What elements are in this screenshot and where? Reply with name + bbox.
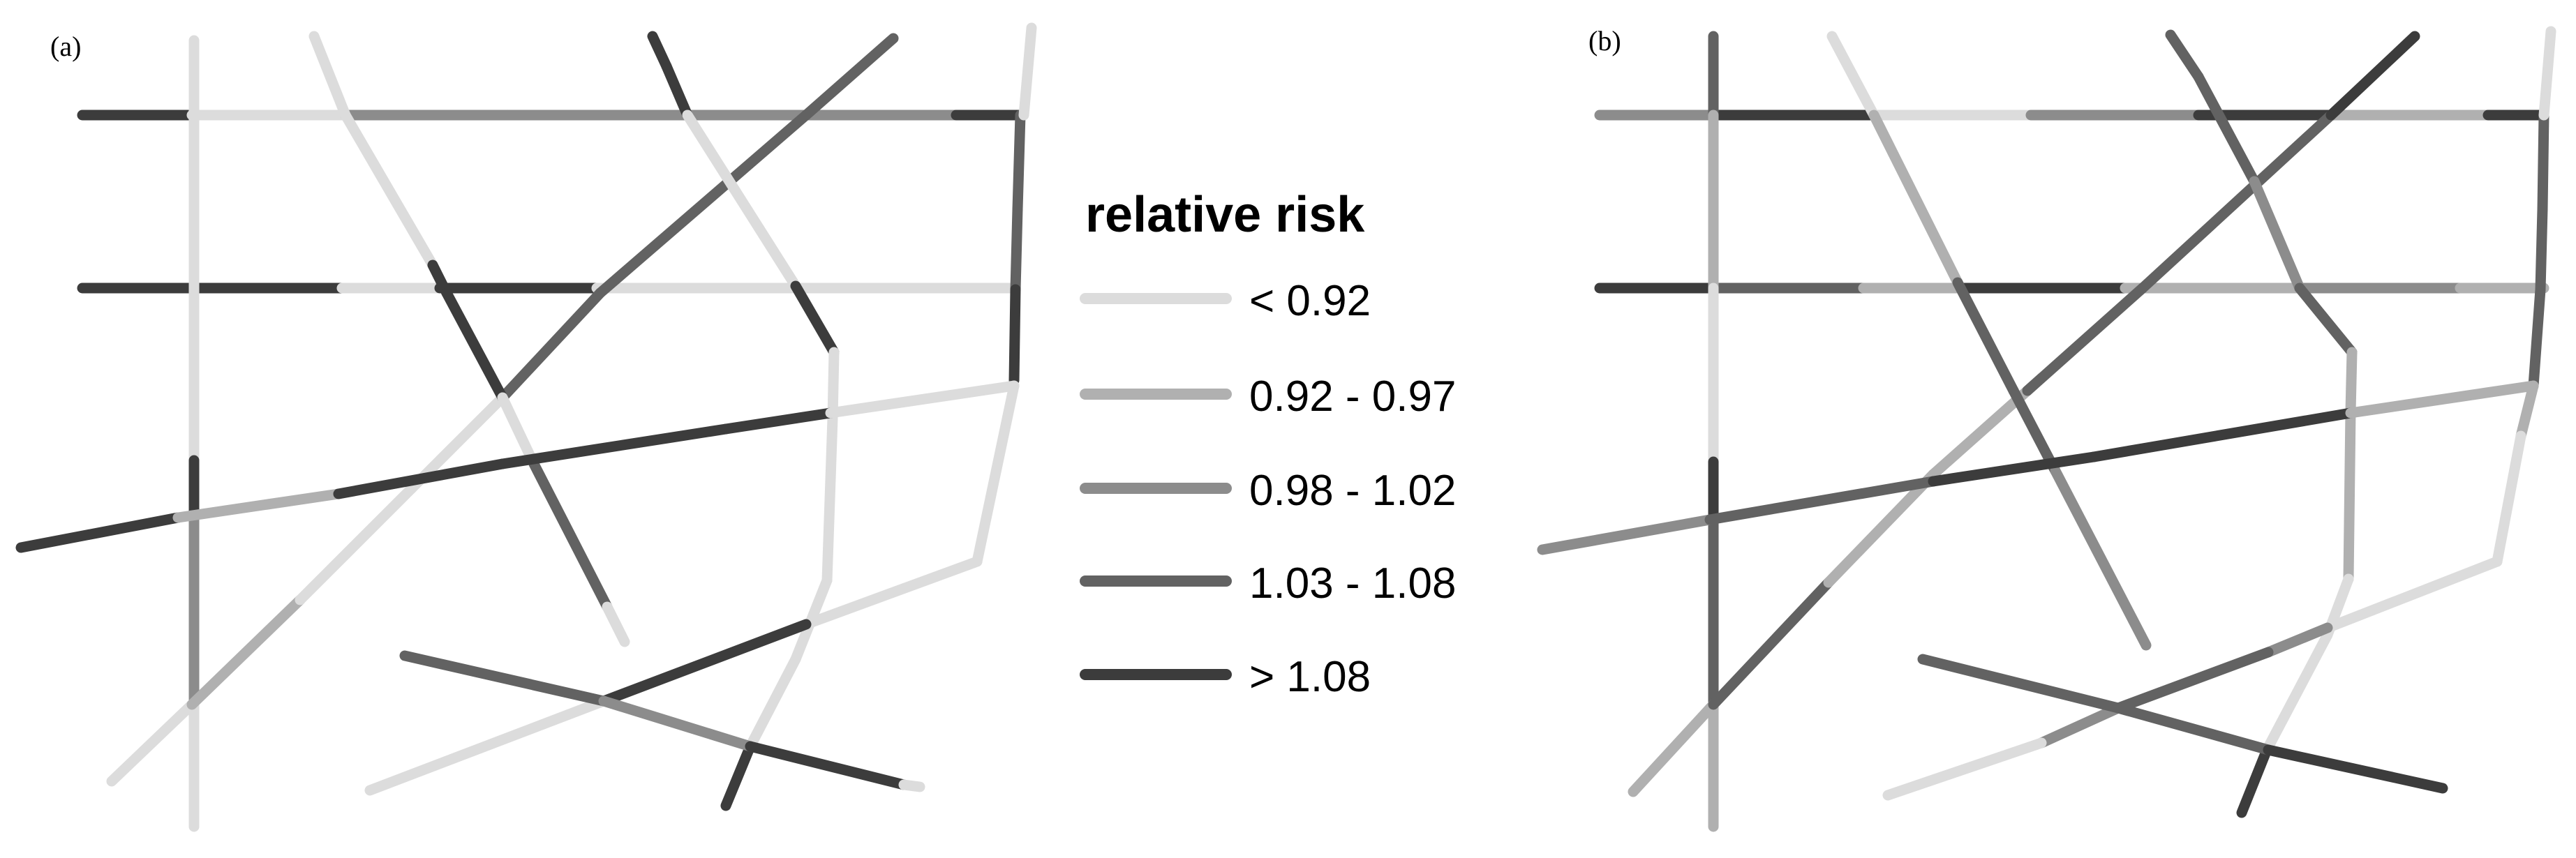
panel-a-road-segment [308,31,351,121]
panel-b-road-segment [2528,284,2546,391]
panel-b-road-segment [2515,380,2539,442]
panel-b-label: (b) [1588,25,1621,57]
panel-b-road-segment [2113,702,2274,755]
panel-b-road-segment [2193,71,2260,187]
panel-a-road-segment [528,458,613,612]
legend-label: 0.98 - 1.02 [1249,467,1456,515]
panel-b-road-segment [2008,385,2061,476]
panel-a-road-segment [801,556,983,630]
panel-a-road-segment [497,287,606,403]
panel-b-road-segment [1704,476,1939,525]
panel-a-road-segment [295,483,417,605]
panel-a-network [15,22,1037,832]
panel-b-road-segment [2322,556,2503,633]
legend-label: 0.92 - 0.97 [1249,372,1456,421]
panel-a-road-segment [441,287,508,403]
panel-a-road-segment [647,31,672,72]
legend-item-3: 0.98 - 1.02 [1080,467,1456,515]
panel-b-road-segment [2022,283,2148,396]
panel-a-road-segment [106,699,198,787]
panel-b-road-segment [2537,110,2549,215]
panel-a-road-segment [682,110,801,292]
panel-b-road-segment [2263,622,2333,658]
panel-a-road-segment [497,423,731,469]
panel-b-road-segment [2113,647,2274,714]
panel-a-road-segment [598,695,756,752]
panel-a-road-segment [801,33,899,121]
legend-item-2: 0.92 - 0.97 [1080,372,1456,421]
panel-b-road-segment [2325,31,2420,121]
panel-b-road-segment [2345,380,2539,419]
panel-a-road-segment [1010,204,1023,295]
panel-b-road-segment [1537,514,1715,555]
legend-item-1: < 0.92 [1080,277,1371,325]
panel-b-road-segment [1928,385,2033,480]
panel-b-road-segment [2050,465,2152,651]
panel-b-road-segment [2036,702,2124,748]
panel-a-road-segment [720,741,756,811]
panel-b-road-segment [2538,26,2556,121]
panel-a-road-segment [1012,110,1026,215]
panel-b-road-segment [2535,204,2548,295]
panel-a-road-segment [598,619,812,707]
panel-b-road-segment [2345,347,2358,417]
legend-item-4: 1.03 - 1.08 [1080,559,1456,608]
legend-item-5: > 1.08 [1080,653,1371,701]
panel-b-road-segment [2343,406,2356,585]
panel-b-road-segment [1952,277,2019,396]
panel-a-road-segment [825,380,1020,419]
legend-title: relative risk [1085,187,1365,243]
legend-label: > 1.08 [1249,653,1371,701]
panel-b-road-segment [2263,744,2448,794]
panel-a-road-segment [1018,22,1037,121]
panel-b-road-segment [2236,744,2272,818]
panel-a-road-segment [399,650,609,707]
panel-a-road-segment [497,392,539,469]
panel-a-road-segment [898,779,925,792]
panel-b-road-segment [1708,577,1834,710]
panel-a-road-segment [186,594,306,710]
panel-b-road-segment [2261,629,2333,755]
panel-a-road-segment [333,458,508,499]
panel-b-road-segment [2088,407,2356,462]
panel-a-road-segment [364,695,609,796]
panel-b-road-segment [1826,31,1879,121]
legend: relative risk < 0.92 0.92 - 0.97 0.98 - … [1080,187,1456,701]
panel-a-road-segment [720,407,836,435]
panel-a-road-segment [172,488,344,523]
panel-b-road-segment [2137,110,2337,294]
panel-a-road-segment [15,512,184,553]
panel-a-road-segment [971,380,1020,567]
panel-a-road-segment [790,280,840,358]
panel-a-road-segment [602,601,630,647]
panel-b-road-segment [1928,451,2099,487]
panel-b-road-segment [2294,283,2358,358]
legend-label: 1.03 - 1.08 [1249,559,1456,608]
panel-b-road-segment [1917,654,2124,714]
panel-a-road-segment [745,741,909,790]
panel-a-road-segment [1008,284,1021,386]
panel-a-road-segment [340,110,438,271]
panel-b-network [1537,26,2556,832]
panel-b-road-segment [2249,176,2305,294]
panel-a-road-segment [661,61,693,121]
panel-a-road-segment [595,110,812,299]
panel-b-road-segment [1628,699,1719,797]
panel-a-road-segment [821,413,838,586]
panel-a-road-segment [745,654,801,752]
legend-label: < 0.92 [1249,277,1371,325]
panel-b-road-segment [1882,737,2047,801]
panel-b-road-segment [1868,110,1963,288]
panel-a-label: (a) [50,31,81,62]
panel-b-road-segment [1823,469,1939,588]
panel-b-road-segment [2492,430,2526,567]
panel-b-road-segment [2165,29,2204,82]
